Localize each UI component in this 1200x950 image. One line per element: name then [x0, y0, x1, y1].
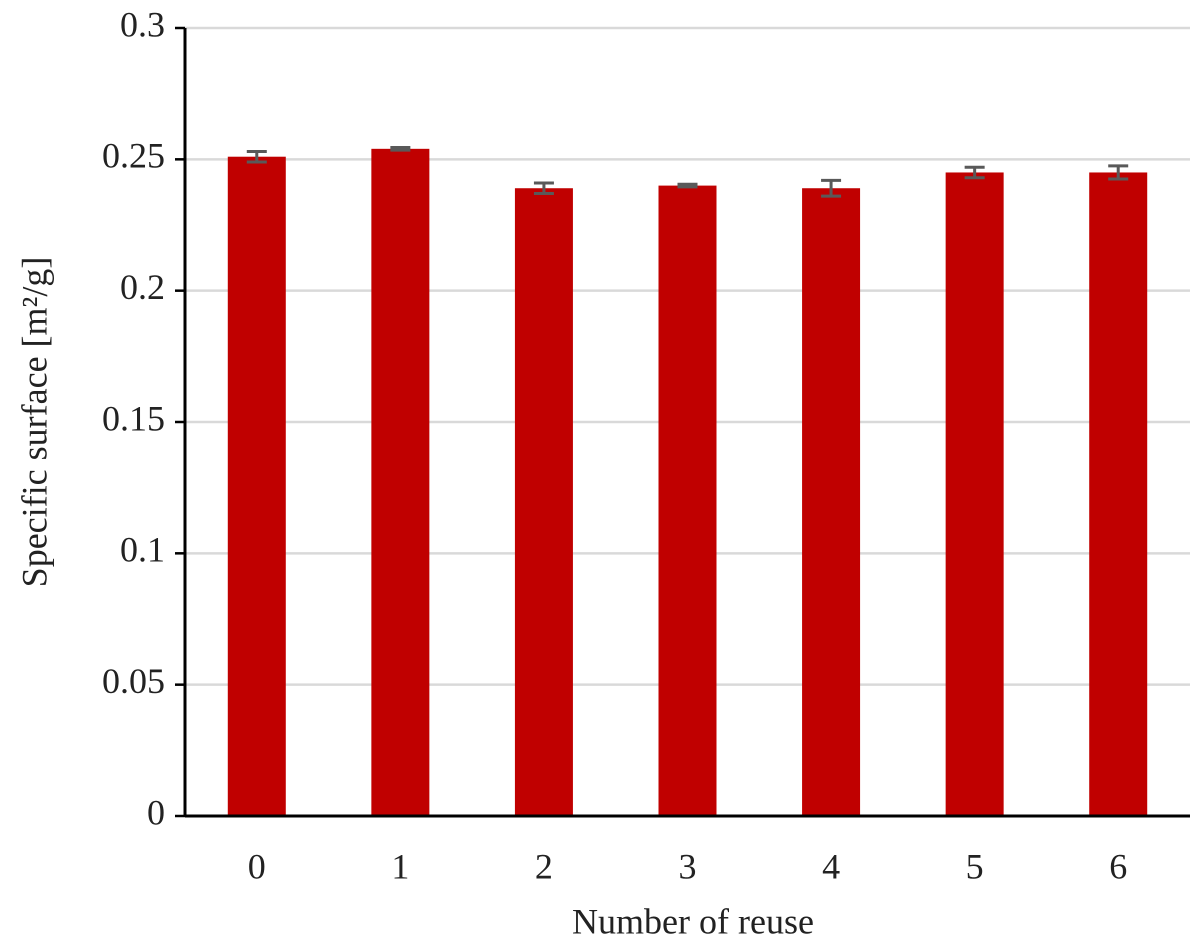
- error-bar: [964, 165, 985, 180]
- y-tick-label: 0.05: [102, 661, 165, 701]
- y-tick-label: 0: [147, 792, 165, 832]
- x-tick-label: 4: [822, 846, 840, 886]
- bar: [514, 188, 573, 816]
- bar: [227, 156, 286, 816]
- x-tick-label: 1: [391, 846, 409, 886]
- bar: [371, 148, 430, 816]
- y-axis-title: Specific surface [m²/g]: [14, 257, 54, 588]
- y-tick-label: 0.1: [120, 530, 165, 570]
- error-bar: [677, 182, 698, 189]
- error-bar: [246, 149, 267, 164]
- y-tick-label: 0.3: [120, 4, 165, 44]
- x-tick-label: 6: [1109, 846, 1127, 886]
- bar: [945, 172, 1004, 816]
- bar: [1089, 172, 1148, 816]
- error-bar: [533, 181, 554, 195]
- x-tick-label: 0: [248, 846, 266, 886]
- bar: [658, 185, 717, 817]
- x-axis-title: Number of reuse: [572, 901, 814, 941]
- bar: [802, 188, 861, 816]
- error-bar: [1108, 164, 1129, 181]
- x-tick-label: 2: [535, 846, 553, 886]
- error-bar: [390, 146, 411, 152]
- y-tick-label: 0.15: [102, 398, 165, 438]
- y-tick-label: 0.2: [120, 267, 165, 307]
- x-tick-label: 5: [966, 846, 984, 886]
- x-tick-label: 3: [679, 846, 697, 886]
- y-tick-label: 0.25: [102, 136, 165, 176]
- error-bar: [821, 178, 842, 198]
